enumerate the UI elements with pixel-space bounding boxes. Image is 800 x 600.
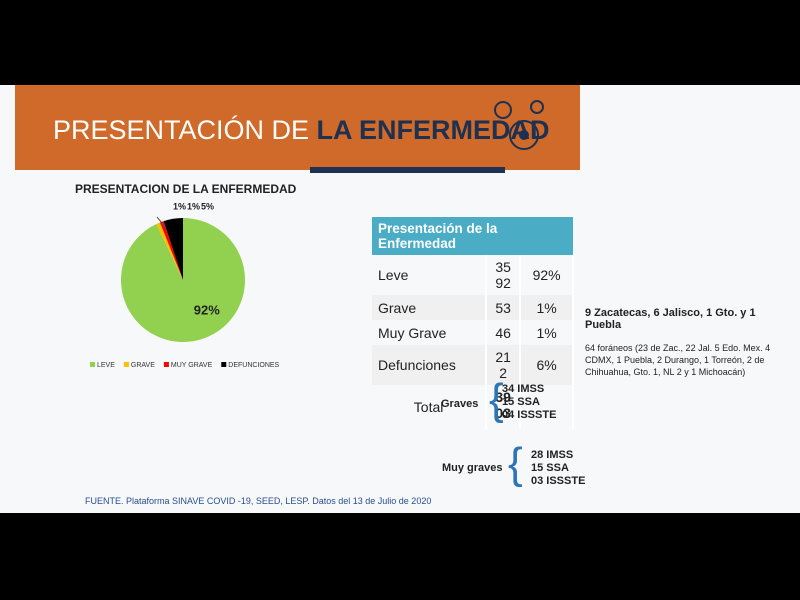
legend-label: GRAVE (131, 362, 155, 369)
table: Presentación de la Enfermedad Leve 3592 92%… (372, 217, 574, 429)
chart-title: PRESENTACION DE LA ENFERMEDAD (75, 182, 297, 196)
legend-swatch (221, 362, 227, 367)
table-cell: 46 (486, 320, 522, 345)
graves-list: 34 IMSS 15 SSA 04 ISSSTE (502, 383, 556, 422)
table-row: Leve 3592 92% (372, 255, 574, 295)
table-cell: 1% (520, 295, 574, 320)
list-item: 34 IMSS (502, 383, 545, 395)
legend-swatch (123, 362, 129, 367)
note-heading: 9 Zacatecas, 6 Jalisco, 1 Gto. y 1 Puebl… (585, 307, 756, 331)
table-cell: Total (372, 385, 488, 429)
table-cell: 212 (486, 345, 522, 385)
leader-line (156, 216, 167, 229)
brace: { (489, 375, 504, 424)
table-cell: 3903 (486, 385, 522, 429)
table-row: Defunciones 212 6% (372, 345, 574, 385)
legend-label: DEFUNCIONES (228, 362, 279, 369)
slice-label: 92% (194, 302, 220, 317)
table-cell: 6% (520, 345, 574, 385)
table-cell: Muy Grave (372, 320, 488, 345)
list-item: 04 ISSSTE (502, 409, 557, 421)
slice-label: 1% (173, 201, 186, 211)
table-cell: 3592 (486, 255, 522, 295)
note-detail: 64 foráneos (23 de Zac., 22 Jal. 5 Edo. … (585, 343, 771, 377)
legend-label: MUY GRAVE (171, 362, 213, 369)
pie-slice (159, 221, 183, 280)
chart: PRESENTACION DE LA ENFERMEDAD 92%1% 1% 5%L… (75, 100, 544, 369)
table-row: Grave 53 1% (372, 295, 574, 320)
title-light: PRESENTACIÓN DE (53, 115, 317, 145)
slice-label: 1% (187, 201, 200, 211)
list-item: 15 SSA (502, 396, 540, 408)
list-item: 28 IMSS (531, 449, 574, 461)
table-cell: 1% (520, 320, 574, 345)
list-item: 15 SSA (531, 462, 569, 474)
table-cell (520, 385, 574, 429)
legend-swatch (163, 362, 169, 367)
table-cell: 53 (486, 295, 522, 320)
virus-icons (494, 100, 544, 150)
brace: { (508, 439, 523, 488)
legend-label: LEVE (97, 362, 115, 369)
graves-label: Graves (441, 398, 479, 410)
muy-graves-label: Muy graves (442, 462, 503, 474)
muy-graves-list: 28 IMSS 15 SSA 03 ISSSTE (531, 449, 585, 488)
table-cell: 92% (520, 255, 574, 295)
legend-swatch (90, 362, 95, 367)
slice-label: 5% (201, 201, 214, 211)
table-cell: Grave (372, 295, 488, 320)
slide: PRESENTACIÓN DE LA ENFERMEDAD PRESENTACI… (0, 85, 800, 513)
pie-slice (163, 218, 183, 280)
table-header-row: Presentación de la Enfermedad (372, 217, 573, 255)
table-cell: Defunciones (372, 345, 488, 385)
header-band: PRESENTACIÓN DE LA ENFERMEDAD (15, 85, 580, 170)
footer: FUENTE. Plataforma SINAVE COVID -19, SEE… (85, 496, 432, 506)
title-underline (310, 167, 505, 173)
pie-slice (156, 222, 183, 280)
list-item: 03 ISSSTE (531, 475, 586, 487)
table-header: Presentación de la Enfermedad (372, 217, 573, 255)
table-row: Total 3903 (372, 385, 574, 429)
table-cell: Leve (372, 255, 488, 295)
table-row: Muy Grave 46 1% (372, 320, 574, 345)
